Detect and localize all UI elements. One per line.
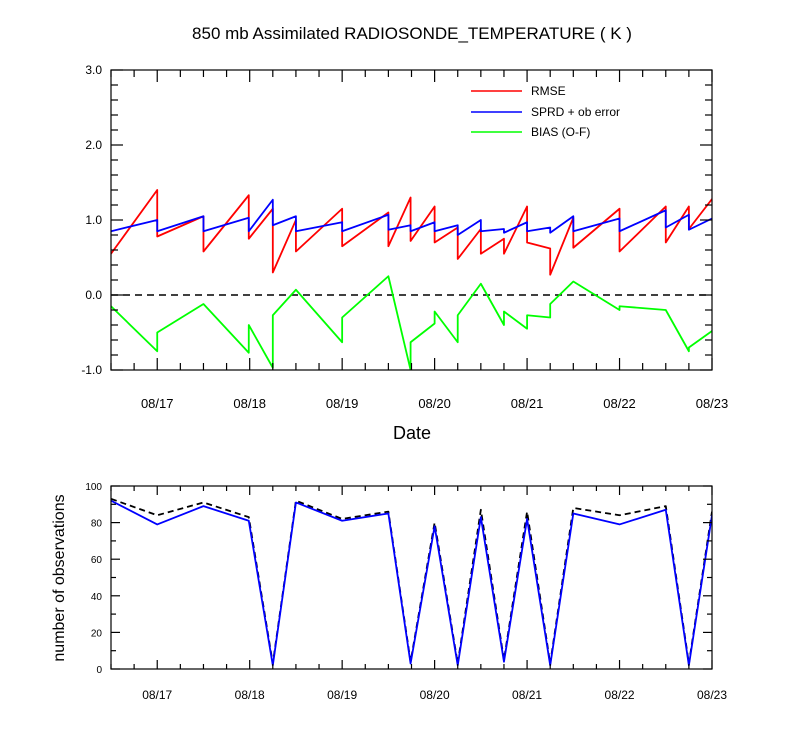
x-tick-label: 08/23 bbox=[696, 396, 729, 411]
y-tick-label: 0.0 bbox=[85, 288, 102, 302]
y-axis-label: number of observations bbox=[51, 494, 68, 661]
y-tick-label: 3.0 bbox=[85, 63, 102, 77]
y-tick-label: 100 bbox=[85, 482, 102, 493]
x-tick-label: 08/18 bbox=[235, 688, 265, 702]
series-group bbox=[111, 497, 712, 667]
x-tick-label: 08/22 bbox=[605, 688, 635, 702]
y-tick-label: 20 bbox=[91, 628, 103, 639]
x-tick-label: 08/20 bbox=[420, 688, 450, 702]
top-plot-area: 08/17 08/18 08/19 08/20 08/21 08/22 08/23 -1.0 0… bbox=[81, 63, 728, 411]
legend-label-bias: BIAS (O-F) bbox=[531, 125, 590, 139]
legend-label-sprd: SPRD + ob error bbox=[531, 105, 620, 119]
x-tick-label: 08/21 bbox=[512, 688, 542, 702]
x-tick-label: 08/23 bbox=[697, 688, 727, 702]
x-tick-label: 08/17 bbox=[142, 688, 172, 702]
x-tick-label: 08/19 bbox=[327, 688, 357, 702]
y-tick-label: 1.0 bbox=[85, 213, 102, 227]
y-tick-label: 60 bbox=[91, 555, 103, 566]
y-tick-label: -1.0 bbox=[81, 363, 102, 377]
series-line-sprd-ob-error bbox=[111, 198, 712, 236]
x-tick-label: 08/18 bbox=[233, 396, 266, 411]
x-axis-label: Date bbox=[393, 423, 431, 443]
legend-label-rmse: RMSE bbox=[531, 84, 566, 98]
series-line-rmse bbox=[111, 189, 712, 276]
series-group bbox=[111, 189, 712, 370]
y-tick-label: 0 bbox=[96, 665, 102, 676]
bottom-plot-area: 08/17 08/18 08/19 08/20 08/21 08/22 08/23 0 20 40… bbox=[85, 482, 727, 702]
x-tick-label: 08/22 bbox=[603, 396, 636, 411]
chart-title: 850 mb Assimilated RADIOSONDE_TEMPERATUR… bbox=[192, 24, 632, 43]
y-tick-label: 80 bbox=[91, 519, 103, 530]
x-tick-label: 08/21 bbox=[511, 396, 544, 411]
x-tick-label: 08/20 bbox=[418, 396, 451, 411]
x-tick-label: 08/17 bbox=[141, 396, 174, 411]
legend: RMSE SPRD + ob error BIAS (O-F) bbox=[471, 84, 620, 139]
series-line-bias-o-f bbox=[111, 275, 712, 370]
top-panel: 850 mb Assimilated RADIOSONDE_TEMPERATUR… bbox=[81, 24, 728, 443]
y-tick-label: 40 bbox=[91, 592, 103, 603]
bottom-panel: 08/17 08/18 08/19 08/20 08/21 08/22 08/23 0 20 40… bbox=[51, 482, 727, 702]
series-line-assimilated-observations bbox=[111, 499, 712, 667]
x-tick-label: 08/19 bbox=[326, 396, 359, 411]
y-tick-label: 2.0 bbox=[85, 138, 102, 152]
